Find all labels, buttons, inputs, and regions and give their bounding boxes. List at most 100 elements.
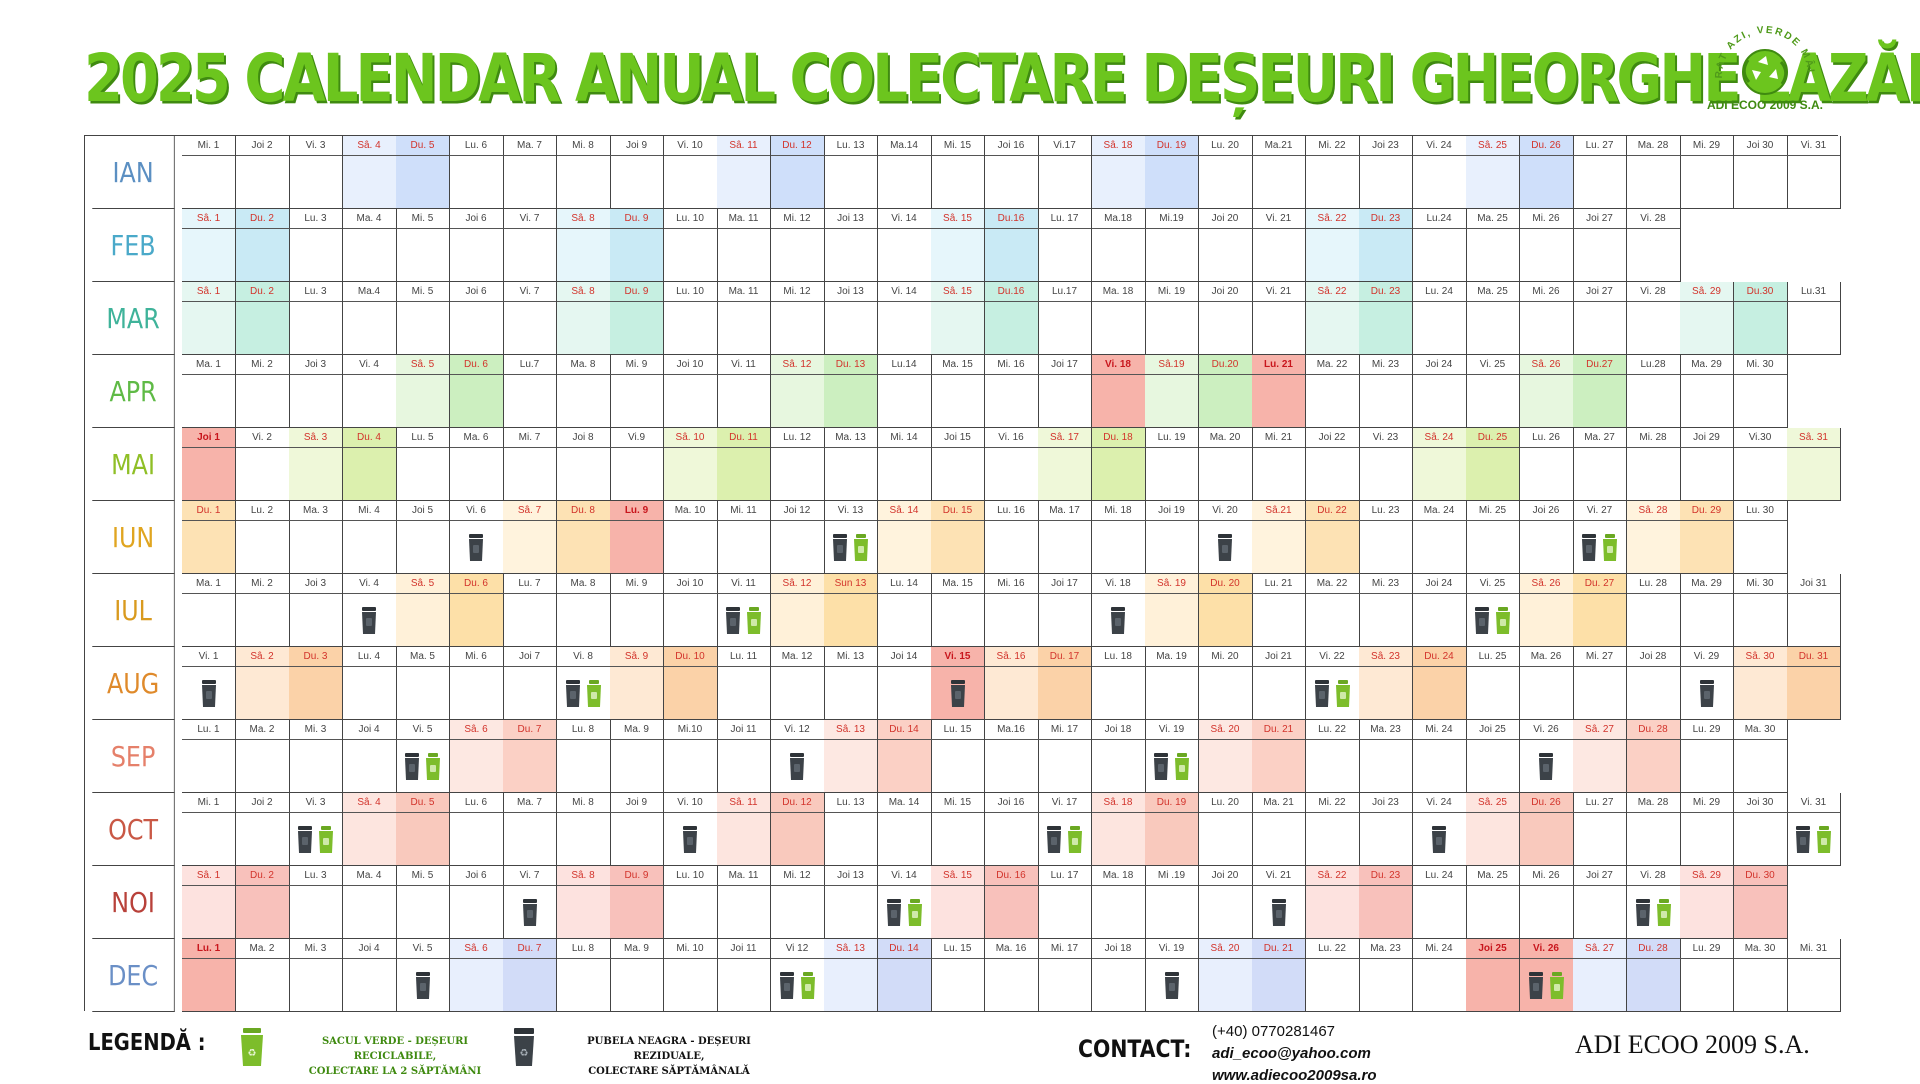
day-body <box>1252 229 1305 281</box>
day-body <box>878 740 931 792</box>
day-cell: Du. 26 <box>1519 136 1574 209</box>
day-body <box>1413 448 1466 500</box>
day-body <box>931 886 984 938</box>
day-body <box>824 521 877 573</box>
day-cell: Mi. 19 <box>1145 282 1199 355</box>
day-body <box>1787 594 1840 646</box>
day-body <box>1680 667 1733 719</box>
day-label: Lu. 13 <box>824 793 877 813</box>
day-label: Joi 24 <box>1412 574 1466 594</box>
day-body <box>343 667 396 719</box>
legend-green-line1: SACUL VERDE - DEȘEURI RECICLABILE, <box>321 1036 469 1062</box>
day-label: Vi. 20 <box>1198 501 1252 521</box>
day-body <box>664 959 717 1011</box>
day-body <box>1520 229 1573 281</box>
day-cell: Ma. 23 <box>1359 939 1413 1012</box>
day-body <box>1306 594 1359 646</box>
day-cell: Ma. 4 <box>342 866 397 939</box>
day-body <box>1252 959 1305 1011</box>
day-cell: Ma. 25 <box>1466 866 1520 939</box>
day-label: Ma. 29 <box>1680 355 1733 375</box>
day-cell: Ma. 2 <box>235 720 290 793</box>
day-body <box>503 594 556 646</box>
day-label: Lu. 8 <box>556 720 610 740</box>
day-label: Du. 30 <box>1733 866 1787 886</box>
day-body <box>771 813 824 865</box>
day-label: Du. 20 <box>1198 574 1252 594</box>
day-label: Ma. 7 <box>503 793 556 813</box>
day-label: Lu. 21 <box>1252 574 1305 594</box>
day-body <box>1038 448 1091 500</box>
day-label: Mi. 10 <box>663 939 717 959</box>
day-label: Sâ. 11 <box>717 793 770 813</box>
day-body <box>878 229 931 281</box>
day-cell: Ma. 28 <box>1626 793 1681 866</box>
day-label: Joi 4 <box>342 939 396 959</box>
day-label: Sâ. 1 <box>182 209 235 229</box>
day-cell: Joi 3 <box>289 574 343 647</box>
contact-email[interactable]: adi_ecoo@yahoo.com <box>1212 1045 1371 1062</box>
day-body <box>1734 813 1787 865</box>
footer-brand-logo: ADI ECOO 2009 S.A. <box>1575 1030 1810 1059</box>
day-label: Mi .19 <box>1145 866 1198 886</box>
day-cell: Du. 14 <box>877 939 932 1012</box>
day-label: Lu. 4 <box>342 647 396 667</box>
day-label: Mi. 31 <box>1787 939 1840 959</box>
day-cell: Vi. 5 <box>396 720 450 793</box>
day-label: Sâ. 4 <box>342 793 396 813</box>
day-label: Lu. 22 <box>1305 939 1359 959</box>
day-body <box>182 959 235 1011</box>
day-body <box>289 594 342 646</box>
day-cell: Mi. 30 <box>1733 574 1788 647</box>
day-body <box>1359 375 1412 427</box>
day-body <box>1466 667 1519 719</box>
day-body <box>1092 740 1145 792</box>
day-body <box>236 229 289 281</box>
day-label: Vi. 11 <box>717 355 770 375</box>
day-body <box>771 156 824 208</box>
day-body <box>450 156 503 208</box>
day-label: Lu. 1 <box>182 939 235 959</box>
day-body <box>985 375 1038 427</box>
day-label: Du. 14 <box>877 720 931 740</box>
day-body <box>1145 302 1198 354</box>
day-cell: Du. 2 <box>235 866 290 939</box>
day-cell: Ma. 21 <box>1252 793 1306 866</box>
day-body <box>1306 375 1359 427</box>
day-cell: Mi. 9 <box>610 355 664 428</box>
day-label: Joi 10 <box>663 355 717 375</box>
day-label: Sâ. 23 <box>1359 647 1412 667</box>
month-label: OCT <box>92 793 175 866</box>
month-row: OCT Mi. 1 Joi 2 Vi. 3 Sâ. 4 Du. 5 Lu. 6 Ma. 7 Mi… <box>85 793 1841 866</box>
day-cell: Ma. 15 <box>931 574 985 647</box>
day-label: Mi. 23 <box>1359 574 1412 594</box>
day-label: Mi. 27 <box>1573 647 1626 667</box>
day-label: Sâ. 25 <box>1466 793 1519 813</box>
day-label: Mi. 9 <box>610 574 663 594</box>
day-body <box>343 302 396 354</box>
day-cell: Du. 20 <box>1198 574 1253 647</box>
day-body <box>1092 375 1145 427</box>
day-body <box>343 521 396 573</box>
day-cell: Lu. 3 <box>289 209 343 282</box>
day-cell: Sâ. 13 <box>824 720 878 793</box>
day-cell: Du. 2 <box>235 282 290 355</box>
day-cell: Lu. 1 <box>182 939 236 1012</box>
day-cell: Mi. 18 <box>1091 501 1146 574</box>
day-cell: Vi. 19 <box>1145 939 1199 1012</box>
day-cell: Vi. 28 <box>1626 209 1681 282</box>
day-body <box>1038 667 1091 719</box>
day-label: Joi 3 <box>289 355 342 375</box>
day-label: Vi. 16 <box>984 428 1038 448</box>
day-body <box>182 302 235 354</box>
day-body <box>1359 886 1412 938</box>
day-label: Mi. 25 <box>1466 501 1519 521</box>
green-bag-icon <box>1603 533 1617 561</box>
contact-website[interactable]: www.adiecoo2009sa.ro <box>1212 1067 1377 1084</box>
day-label: Du. 14 <box>877 939 931 959</box>
day-body <box>1734 740 1787 792</box>
day-body <box>1520 521 1573 573</box>
day-label: Lu. 13 <box>824 136 877 156</box>
day-cell: Mi. 29 <box>1680 136 1734 209</box>
day-body <box>985 813 1038 865</box>
